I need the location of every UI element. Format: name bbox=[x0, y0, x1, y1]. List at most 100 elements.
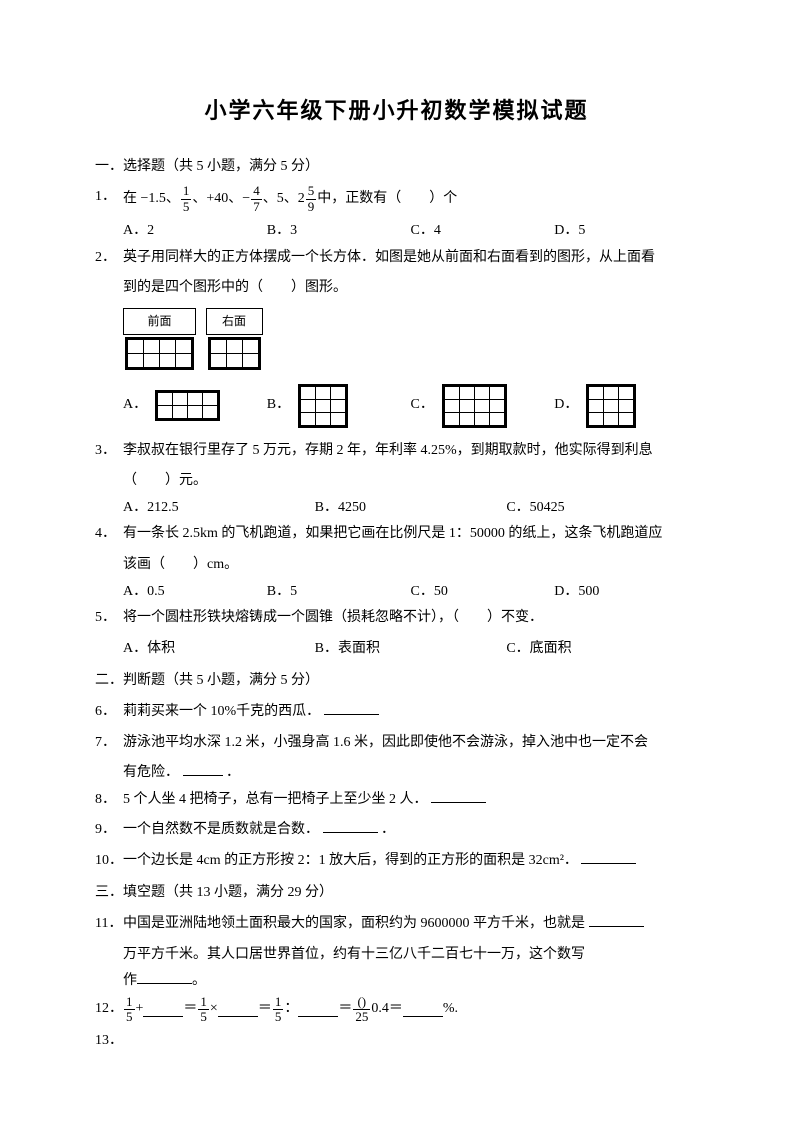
q2-views: 前面 右面 bbox=[95, 308, 698, 372]
q10-blank[interactable] bbox=[581, 850, 636, 864]
q12-frac2: ()25 bbox=[353, 995, 370, 1025]
q3-body: 李叔叔在银行里存了 5 万元，存期 2 年，年利率 4.25%，到期取款时，他实… bbox=[123, 438, 698, 465]
q2-opt-b-label: B． bbox=[267, 392, 290, 419]
q13-number: 13． bbox=[95, 1028, 123, 1055]
q1-opt-d: D．5 bbox=[554, 218, 698, 245]
question-6: 6． 莉莉买来一个 10%千克的西瓜． bbox=[95, 699, 698, 726]
q12-blank4[interactable] bbox=[403, 1003, 443, 1017]
q12-eq2: ＝ bbox=[258, 996, 272, 1023]
q3-line2: （ ）元。 bbox=[95, 468, 698, 495]
q2-opt-d-grid bbox=[586, 384, 636, 428]
q6-body: 莉莉买来一个 10%千克的西瓜． bbox=[123, 699, 698, 726]
q2-opt-b-grid bbox=[298, 384, 348, 428]
q6-blank[interactable] bbox=[324, 701, 379, 715]
q2-options: A． B． C． D． bbox=[95, 382, 698, 430]
q3-opt-a: A．212.5 bbox=[123, 495, 315, 522]
q4-opt-d: D．500 bbox=[554, 579, 698, 606]
q2-right-view: 右面 bbox=[206, 308, 263, 372]
page-title: 小学六年级下册小升初数学模拟试题 bbox=[95, 90, 698, 132]
q1-opt-c: C．4 bbox=[411, 218, 555, 245]
question-8: 8． 5 个人坐 4 把椅子，总有一把椅子上至少坐 2 人． bbox=[95, 787, 698, 814]
q2-opt-c-grid bbox=[442, 384, 507, 428]
q11-text1: 中国是亚洲陆地领土面积最大的国家，面积约为 9600000 平方千米，也就是 bbox=[123, 916, 589, 931]
q11-body: 中国是亚洲陆地领土面积最大的国家，面积约为 9600000 平方千米，也就是 bbox=[123, 911, 698, 938]
q12-colon: ： bbox=[284, 996, 298, 1023]
q1-opt-a: A．2 bbox=[123, 218, 267, 245]
q4-options: A．0.5 B．5 C．50 D．500 bbox=[95, 579, 698, 606]
q2-opt-a-grid bbox=[155, 390, 220, 421]
question-10: 10． 一个边长是 4cm 的正方形按 2：1 放大后，得到的正方形的面积是 3… bbox=[95, 848, 698, 875]
question-2: 2． 英子用同样大的正方体摆成一个长方体．如图是她从前面和右面看到的图形，从上面… bbox=[95, 245, 698, 272]
q7-number: 7． bbox=[95, 730, 123, 757]
q7-text2: 有危险． bbox=[123, 765, 179, 780]
q11-line3: 作。 bbox=[95, 968, 698, 995]
q4-body: 有一条长 2.5km 的飞机跑道，如果把它画在比例尺是 1：50000 的纸上，… bbox=[123, 521, 698, 548]
q11-blank1[interactable] bbox=[589, 913, 644, 927]
q2-number: 2． bbox=[95, 245, 123, 272]
q12-body: 15 + ＝ 15 × ＝ 15 ： ＝ ()25 0.4＝ %. bbox=[123, 995, 698, 1025]
q3-number: 3． bbox=[95, 438, 123, 465]
q8-body: 5 个人坐 4 把椅子，总有一把椅子上至少坐 2 人． bbox=[123, 787, 698, 814]
section-1-header: 一．选择题（共 5 小题，满分 5 分） bbox=[95, 154, 698, 181]
q12-mult: × bbox=[210, 996, 218, 1023]
q4-number: 4． bbox=[95, 521, 123, 548]
q9-dot: ． bbox=[381, 822, 395, 837]
q2-opt-c-label: C． bbox=[411, 392, 434, 419]
q2-opt-c: C． bbox=[411, 382, 555, 430]
q4-opt-a: A．0.5 bbox=[123, 579, 267, 606]
q8-blank[interactable] bbox=[431, 789, 486, 803]
q11-line2: 万平方千米。其人口居世界首位，约有十三亿八千二百七十一万，这个数写 bbox=[95, 942, 698, 969]
q8-text: 5 个人坐 4 把椅子，总有一把椅子上至少坐 2 人． bbox=[123, 792, 428, 807]
question-12: 12． 15 + ＝ 15 × ＝ 15 ： ＝ ()25 0.4＝ %. bbox=[95, 995, 698, 1025]
q6-text: 莉莉买来一个 10%千克的西瓜． bbox=[123, 704, 320, 719]
question-11: 11． 中国是亚洲陆地领土面积最大的国家，面积约为 9600000 平方千米，也… bbox=[95, 911, 698, 938]
q10-number: 10． bbox=[95, 848, 123, 875]
q11-text3: 作 bbox=[123, 973, 137, 988]
q5-opt-a: A．体积 bbox=[123, 636, 315, 663]
q12-number: 12． bbox=[95, 996, 123, 1023]
q7-dot: ． bbox=[226, 765, 240, 780]
q3-options: A．212.5 B．4250 C．50425 bbox=[95, 495, 698, 522]
q1-frac1: 15 bbox=[181, 184, 192, 214]
q9-blank[interactable] bbox=[323, 819, 378, 833]
q9-body: 一个自然数不是质数就是合数． ． bbox=[123, 817, 698, 844]
q12-eq3: ＝ bbox=[338, 996, 352, 1023]
q2-front-grid bbox=[125, 337, 194, 370]
q8-number: 8． bbox=[95, 787, 123, 814]
q12-tail: 0.4＝ bbox=[371, 996, 403, 1023]
question-3: 3． 李叔叔在银行里存了 5 万元，存期 2 年，年利率 4.25%，到期取款时… bbox=[95, 438, 698, 465]
q3-opt-b: B．4250 bbox=[315, 495, 507, 522]
section-3-header: 三．填空题（共 13 小题，满分 29 分） bbox=[95, 880, 698, 907]
q5-options: A．体积 B．表面积 C．底面积 bbox=[95, 636, 698, 663]
q12-frac1a: 15 bbox=[124, 995, 135, 1025]
q1-frac3: 59 bbox=[306, 184, 317, 214]
q1-text-a: 在 −1.5、 bbox=[123, 191, 180, 206]
q3-opt-c: C．50425 bbox=[506, 495, 698, 522]
q5-body: 将一个圆柱形铁块熔铸成一个圆锥（损耗忽略不计），（ ）不变． bbox=[123, 605, 698, 632]
question-7: 7． 游泳池平均水深 1.2 米，小强身高 1.6 米，因此即使他不会游泳，掉入… bbox=[95, 730, 698, 757]
q12-blank2[interactable] bbox=[218, 1003, 258, 1017]
q9-number: 9． bbox=[95, 817, 123, 844]
q9-text: 一个自然数不是质数就是合数． bbox=[123, 822, 319, 837]
q7-blank[interactable] bbox=[183, 762, 223, 776]
q4-opt-b: B．5 bbox=[267, 579, 411, 606]
q12-blank1[interactable] bbox=[143, 1003, 183, 1017]
q12-frac1c: 15 bbox=[273, 995, 284, 1025]
q12-blank3[interactable] bbox=[298, 1003, 338, 1017]
question-5: 5． 将一个圆柱形铁块熔铸成一个圆锥（损耗忽略不计），（ ）不变． bbox=[95, 605, 698, 632]
q11-number: 11． bbox=[95, 911, 123, 938]
q2-right-grid bbox=[208, 337, 261, 370]
q11-blank2[interactable] bbox=[137, 970, 192, 984]
q2-opt-a: A． bbox=[123, 388, 267, 423]
q2-front-view: 前面 bbox=[123, 308, 196, 372]
q1-body: 在 −1.5、15、+40、−47、5、259中，正数有（ ）个 bbox=[123, 184, 698, 214]
q1-frac2: 47 bbox=[251, 184, 262, 214]
section-2-header: 二．判断题（共 5 小题，满分 5 分） bbox=[95, 668, 698, 695]
q6-number: 6． bbox=[95, 699, 123, 726]
q2-body: 英子用同样大的正方体摆成一个长方体．如图是她从前面和右面看到的图形，从上面看 bbox=[123, 245, 698, 272]
q5-opt-b: B．表面积 bbox=[315, 636, 507, 663]
q2-opt-d-label: D． bbox=[554, 392, 578, 419]
q12-eq1: ＝ bbox=[183, 996, 197, 1023]
q5-opt-c: C．底面积 bbox=[506, 636, 698, 663]
q5-number: 5． bbox=[95, 605, 123, 632]
